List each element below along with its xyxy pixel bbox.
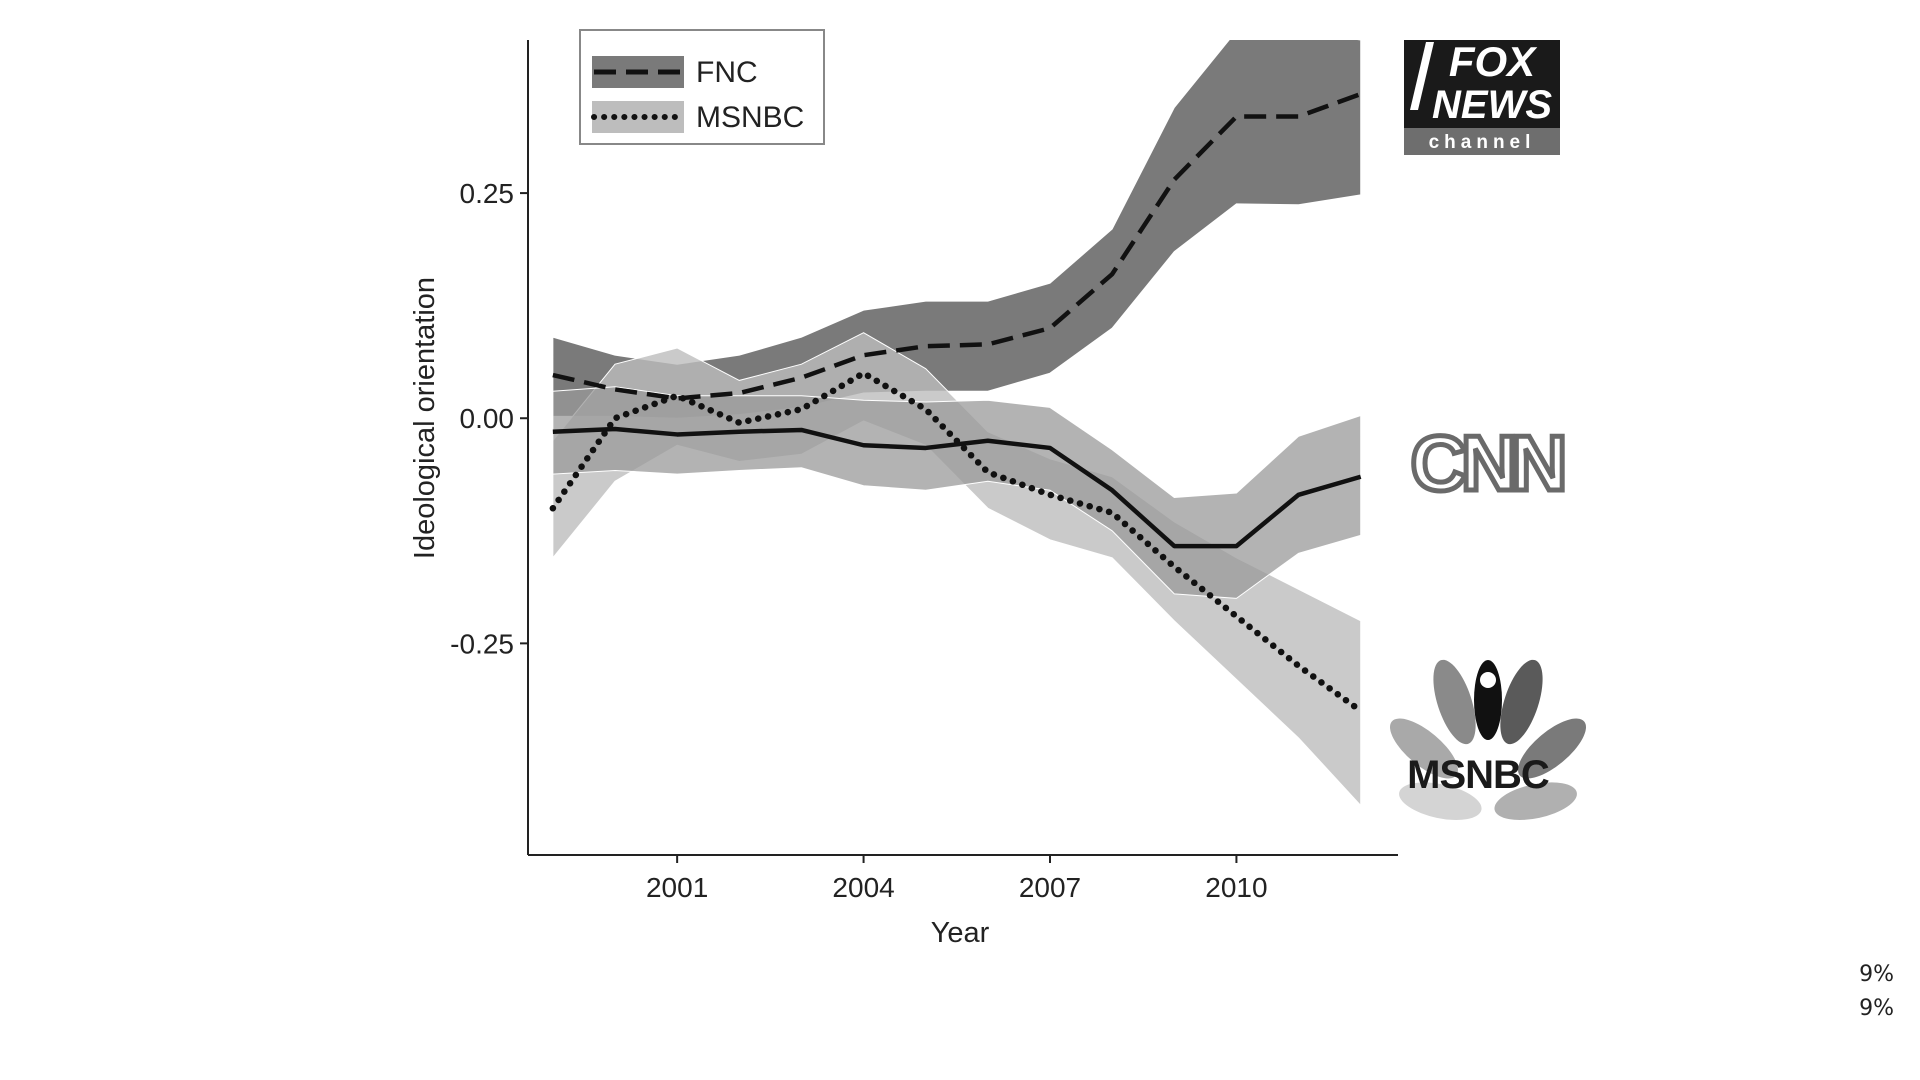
msnbc-logo: MSNBC (1390, 659, 1586, 820)
legend-label-fnc: FNC (696, 56, 758, 89)
legend: FNC MSNBC (579, 29, 825, 145)
percent-readout-2: 9% (1859, 996, 1894, 1021)
legend-swatch-msnbc (592, 101, 684, 133)
fox-logo-channel-word: channel (1429, 132, 1536, 153)
x-tick-label: 2007 (1019, 872, 1081, 903)
y-tick-label: 0.00 (460, 403, 515, 434)
y-tick-label: -0.25 (450, 628, 514, 659)
axes (527, 40, 1398, 856)
cnn-logo-word: CNN (1411, 419, 1564, 507)
cnn-logo: CNN (1408, 417, 1572, 510)
line-solid-series (552, 426, 1362, 549)
x-axis-title: Year (931, 917, 990, 949)
ticks: 0.25 0.00 -0.25 2001 2004 2007 2010 (450, 178, 1267, 903)
line-fnc (552, 91, 1362, 401)
x-tick-label: 2004 (832, 872, 894, 903)
fox-logo-word: FOX (1449, 38, 1538, 85)
x-tick-label: 2010 (1205, 872, 1267, 903)
fox-logo-news-word: NEWS (1432, 83, 1552, 127)
series-lines (549, 91, 1364, 715)
msnbc-logo-word: MSNBC (1407, 753, 1549, 797)
line-msnbc (549, 369, 1364, 715)
legend-label-msnbc: MSNBC (696, 101, 804, 134)
fox-news-logo: FOX NEWS channel (1404, 38, 1560, 155)
percent-readout-1: 9% (1859, 962, 1894, 987)
fox-logo-stripe (1410, 42, 1434, 110)
fox-logo-channel-bar (1404, 128, 1560, 155)
y-tick-label: 0.25 (460, 178, 515, 209)
x-tick-label: 2001 (646, 872, 708, 903)
peacock-icon (1390, 659, 1586, 820)
confidence-bands (552, 40, 1362, 807)
y-axis-title: Ideological orientation (409, 277, 441, 559)
band-solid-series (552, 386, 1362, 599)
